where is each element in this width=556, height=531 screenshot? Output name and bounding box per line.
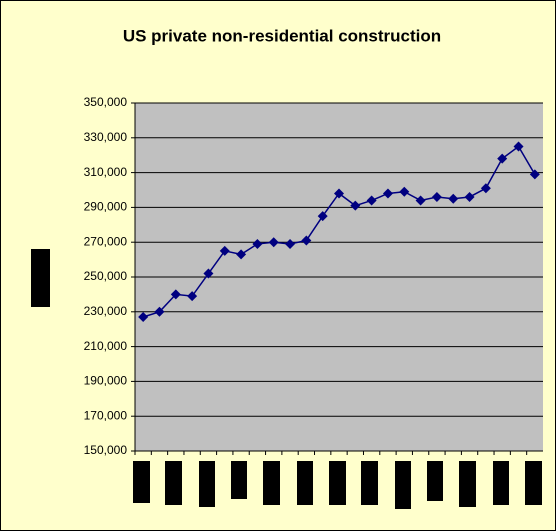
y-tick-label: 290,000 bbox=[84, 200, 128, 214]
redaction bbox=[133, 461, 150, 503]
y-tick-label: 270,000 bbox=[84, 234, 128, 248]
data-point bbox=[529, 169, 540, 180]
redaction bbox=[297, 461, 313, 505]
y-tick-label: 230,000 bbox=[84, 304, 128, 318]
data-point bbox=[219, 245, 230, 256]
redaction bbox=[395, 461, 411, 509]
redaction bbox=[493, 461, 509, 505]
data-point bbox=[415, 195, 426, 206]
data-point bbox=[285, 238, 296, 249]
redaction bbox=[31, 249, 50, 307]
data-point bbox=[236, 249, 247, 260]
redaction bbox=[329, 461, 346, 505]
y-tick-label: 310,000 bbox=[84, 165, 128, 179]
y-tick-label: 350,000 bbox=[84, 95, 128, 109]
chart-title: US private non-residential construction bbox=[123, 26, 441, 45]
data-point bbox=[301, 235, 312, 246]
redaction bbox=[263, 461, 280, 505]
data-point bbox=[366, 195, 377, 206]
data-point bbox=[480, 183, 491, 194]
redaction bbox=[199, 461, 215, 507]
y-tick-label: 330,000 bbox=[84, 130, 128, 144]
data-point bbox=[252, 238, 263, 249]
data-point bbox=[138, 312, 149, 323]
redaction bbox=[427, 461, 443, 501]
data-point bbox=[268, 237, 279, 248]
y-tick-label: 190,000 bbox=[84, 374, 128, 388]
y-tick-label: 210,000 bbox=[84, 339, 128, 353]
redactions bbox=[31, 249, 542, 509]
data-point bbox=[187, 291, 198, 302]
data-point bbox=[154, 306, 165, 317]
y-tick-label: 170,000 bbox=[84, 408, 128, 422]
data-point bbox=[203, 268, 214, 279]
data-point bbox=[170, 289, 181, 300]
y-tick-label: 250,000 bbox=[84, 269, 128, 283]
data-point bbox=[399, 186, 410, 197]
data-point bbox=[350, 200, 361, 211]
data-point bbox=[513, 141, 524, 152]
data-point bbox=[497, 153, 508, 164]
data-point bbox=[448, 193, 459, 204]
data-point bbox=[334, 188, 344, 199]
y-tick-label: 150,000 bbox=[84, 443, 128, 457]
redaction bbox=[361, 461, 378, 505]
data-point bbox=[317, 211, 328, 222]
data-point bbox=[464, 191, 475, 202]
data-point bbox=[431, 191, 442, 202]
redaction bbox=[525, 461, 542, 505]
series-group bbox=[135, 102, 543, 452]
redaction bbox=[459, 461, 476, 507]
redaction bbox=[165, 461, 182, 505]
redaction bbox=[231, 461, 247, 499]
data-point bbox=[382, 188, 393, 199]
